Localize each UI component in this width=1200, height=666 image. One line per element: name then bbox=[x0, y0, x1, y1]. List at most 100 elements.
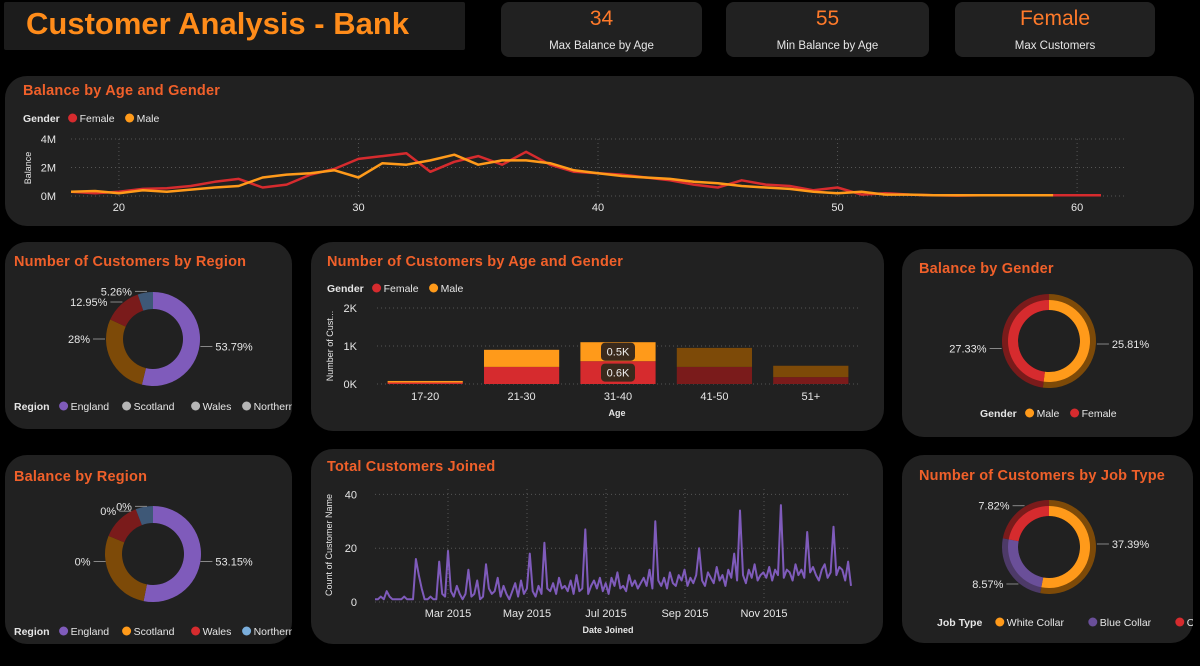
x-tick-label: Sep 2015 bbox=[661, 608, 708, 620]
data-label: 53.79% bbox=[215, 342, 253, 354]
total-customers-joined-chart[interactable]: 0 20 40 Mar 2015 May 2015 Jul 2015 Sep 2015 Nov… bbox=[311, 449, 883, 644]
x-tick-label: 21-30 bbox=[508, 391, 536, 403]
region-slice bbox=[137, 292, 153, 311]
x-tick-label: 31-40 bbox=[604, 391, 632, 403]
kpi-label: Max Balance by Age bbox=[549, 40, 654, 52]
y-axis-label: Number of Cust... bbox=[325, 311, 335, 382]
legend-marker bbox=[122, 401, 132, 411]
legend-marker bbox=[1070, 408, 1080, 418]
legend-item: Northern Irel... bbox=[254, 626, 292, 638]
kpi-card-min-balance-age[interactable]: 55 Min Balance by Age bbox=[726, 2, 929, 57]
card-total-customers-joined[interactable]: Total Customers Joined 0 20 40 Mar 2015 May … bbox=[311, 449, 883, 644]
card-balance-by-gender[interactable]: Balance by Gender 25.81% 27.33% Gender Male… bbox=[902, 249, 1193, 437]
balance-by-gender-donut[interactable]: 25.81% 27.33% Gender Male Female bbox=[902, 249, 1193, 437]
legend-item: Blue Collar bbox=[1100, 617, 1152, 629]
chart-title: Number of Customers by Age and Gender bbox=[327, 254, 624, 270]
data-label: 37.39% bbox=[1112, 539, 1150, 551]
data-label: 28% bbox=[68, 334, 90, 346]
legend-marker bbox=[1175, 617, 1185, 627]
chart-title: Balance by Gender bbox=[919, 261, 1054, 277]
y-tick-label: 2K bbox=[344, 303, 358, 315]
gender-inner-slice bbox=[1043, 300, 1090, 382]
legend-item: Other bbox=[1187, 617, 1193, 629]
card-customers-age-gender[interactable]: Number of Customers by Age and Gender Ge… bbox=[311, 242, 884, 431]
y-tick-label: 40 bbox=[345, 489, 357, 501]
legend-item: Wales bbox=[203, 626, 232, 638]
legend-marker bbox=[191, 401, 201, 411]
customers-by-region-donut[interactable]: 53.79% 28% 12.95%5.26% Region England Scotlan… bbox=[5, 242, 292, 429]
card-balance-age-gender[interactable]: Balance by Age and Gender Gender Female Ma… bbox=[5, 76, 1194, 226]
bar-male bbox=[773, 365, 849, 378]
legend-item: England bbox=[71, 626, 110, 638]
legend-marker bbox=[59, 626, 69, 636]
region-slice bbox=[141, 292, 201, 386]
bar-male bbox=[676, 347, 752, 367]
legend-marker bbox=[191, 626, 201, 636]
dashboard-title: Customer Analysis - Bank bbox=[26, 6, 410, 41]
customers-age-gender-bar-chart[interactable]: Gender Female Male 0K 1K 2K Number of Cust... 1… bbox=[311, 242, 884, 431]
kpi-card-max-customers[interactable]: Female Max Customers bbox=[955, 2, 1155, 57]
card-balance-by-region[interactable]: Balance by Region 53.15% 0% 0% 0% Region Engl… bbox=[5, 455, 292, 644]
chart-title: Balance by Region bbox=[14, 469, 148, 485]
y-tick-label: 0M bbox=[41, 191, 56, 203]
kpi-value: Female bbox=[1019, 7, 1091, 30]
x-tick-label: 30 bbox=[352, 202, 364, 214]
balregion-slice bbox=[108, 509, 142, 543]
series-line-female bbox=[70, 150, 1101, 197]
job-inner-slice bbox=[1041, 506, 1090, 588]
card-customers-by-region[interactable]: Number of Customers by Region 53.79% 28% 1… bbox=[5, 242, 292, 429]
x-axis-label: Date Joined bbox=[582, 625, 633, 635]
x-tick-label: May 2015 bbox=[503, 608, 551, 620]
legend-item: Male bbox=[1037, 408, 1060, 420]
chart-title: Balance by Age and Gender bbox=[23, 83, 221, 99]
data-label-box bbox=[601, 342, 635, 361]
x-tick-label: 17-20 bbox=[411, 391, 439, 403]
x-tick-label: 60 bbox=[1071, 202, 1083, 214]
x-tick-label: 20 bbox=[113, 202, 125, 214]
gender-outer-slice bbox=[1002, 294, 1049, 388]
data-label: 7.82% bbox=[978, 501, 1009, 513]
kpi-card-max-balance-age[interactable]: 34 Max Balance by Age bbox=[501, 2, 702, 57]
data-label: 0.5K bbox=[607, 347, 630, 359]
x-tick-label: Nov 2015 bbox=[740, 608, 787, 620]
legend-item: England bbox=[71, 401, 110, 413]
y-tick-label: 0 bbox=[351, 597, 357, 609]
legend-title: Job Type bbox=[937, 617, 982, 629]
legend-marker bbox=[122, 626, 132, 636]
y-tick-label: 0K bbox=[344, 379, 358, 391]
legend-marker bbox=[242, 626, 252, 636]
data-label: 0.6K bbox=[607, 368, 630, 380]
balance-by-region-donut[interactable]: 53.15%0%0% 0%Region England Scotland Wales No… bbox=[5, 455, 292, 644]
legend-item: Male bbox=[441, 283, 464, 295]
region-slice bbox=[110, 294, 144, 327]
data-label-box bbox=[601, 363, 635, 382]
legend-item: Female bbox=[1082, 408, 1117, 420]
legend-title: Gender bbox=[23, 113, 60, 125]
legend-title: Region bbox=[14, 401, 50, 413]
region-slice bbox=[105, 319, 146, 385]
bar-female bbox=[676, 366, 752, 384]
chart-title: Number of Customers by Region bbox=[14, 254, 247, 270]
balance-age-gender-chart[interactable]: Gender Female Male 0M 2M 4M 20 30 40 50 60 Balance bbox=[5, 76, 1194, 226]
legend-item: Female bbox=[384, 283, 419, 295]
legend-item: White Collar bbox=[1007, 617, 1065, 629]
y-tick-label: 1K bbox=[344, 341, 358, 353]
y-tick-label: 2M bbox=[41, 163, 56, 175]
x-tick-label: 40 bbox=[592, 202, 604, 214]
legend-marker bbox=[59, 401, 69, 411]
x-tick-label: 51+ bbox=[801, 391, 820, 403]
balregion-slice bbox=[143, 506, 201, 602]
legend-item: Scotland bbox=[134, 401, 175, 413]
card-customers-by-job-type[interactable]: Number of Customers by Job Type 37.39% 8.… bbox=[902, 455, 1193, 643]
kpi-label: Min Balance by Age bbox=[776, 40, 879, 52]
data-label: 8.57% bbox=[972, 579, 1003, 591]
x-tick-label: 50 bbox=[831, 202, 843, 214]
bar-female bbox=[387, 382, 463, 384]
legend-marker bbox=[372, 283, 382, 293]
series-line-count bbox=[375, 504, 852, 601]
customers-by-job-type-donut[interactable]: 37.39% 8.57% 7.82% Job Type White Collar Blue… bbox=[902, 455, 1193, 643]
legend-title: Region bbox=[14, 626, 50, 638]
bar-female bbox=[484, 366, 560, 384]
bar-male bbox=[484, 349, 560, 367]
job-inner-slice bbox=[1008, 506, 1049, 542]
